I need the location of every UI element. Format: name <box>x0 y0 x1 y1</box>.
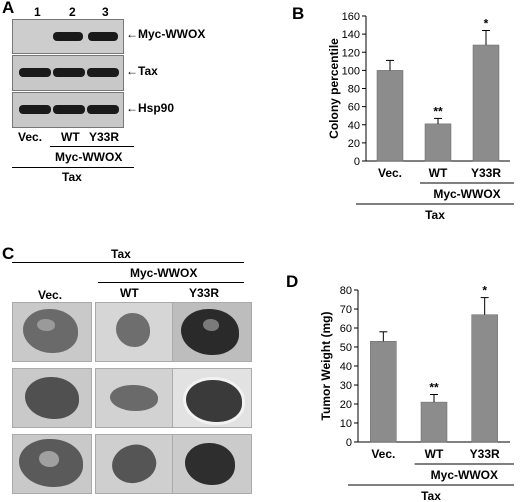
row-label: Hsp90 <box>138 101 175 115</box>
divider <box>12 167 134 168</box>
arrow-icon: ← <box>126 64 138 78</box>
blot-group-vec: Vec. <box>18 130 43 144</box>
blot-band <box>19 68 51 77</box>
y-tick-label: 60 <box>348 102 360 114</box>
tumor-image <box>95 368 175 428</box>
blot-band <box>53 68 85 77</box>
bar-wt <box>424 123 452 162</box>
group-label: Myc-WWOX <box>433 187 500 201</box>
x-tick-label: WT <box>425 447 444 461</box>
y-tick-label: 0 <box>346 437 352 449</box>
panel-label-a: A <box>2 0 15 17</box>
tumor-col-y33r: Y33R <box>189 286 220 300</box>
blot-strip-myc-wwox <box>12 19 124 54</box>
bar-y33r <box>471 314 498 443</box>
bottom-label: Tax <box>425 208 445 222</box>
bar-vec <box>370 341 397 443</box>
tumor-image <box>172 434 252 494</box>
y-tick-label: 120 <box>342 47 360 59</box>
x-tick-label: Y33R <box>471 166 501 180</box>
colony-chart: 0 20 40 60 80 100 120 140 160 Colony percentile Ve… <box>327 11 514 222</box>
tumor-image <box>12 434 92 494</box>
significance-mark: ** <box>433 104 443 118</box>
significance-mark: * <box>484 17 489 31</box>
significance-mark: * <box>482 284 487 298</box>
tumor-image <box>172 368 252 428</box>
lane-number-1: 1 <box>34 5 41 19</box>
blot-band <box>87 68 119 77</box>
tumor-image <box>12 368 92 428</box>
y-tick-label: 20 <box>348 138 360 150</box>
y-tick-label: 10 <box>340 418 352 430</box>
significance-mark: ** <box>429 381 439 395</box>
bar-vec <box>376 70 404 162</box>
blot-group-wt: WT <box>61 130 80 144</box>
y-tick-label: 60 <box>340 323 352 335</box>
blot-band <box>87 105 119 114</box>
divider <box>50 146 134 147</box>
y-axis-label: Tumor Weight (mg) <box>319 312 333 421</box>
bottom-label: Tax <box>421 489 441 502</box>
y-axis-label: Colony percentile <box>327 38 341 139</box>
arrow-icon: ← <box>126 27 138 41</box>
y-tick-label: 50 <box>340 342 352 354</box>
arrow-label-myc-wwox: ←Myc-WWOX <box>126 27 205 41</box>
tumor-image <box>95 302 175 362</box>
lane-number-3: 3 <box>102 5 109 19</box>
blot-group-y33r: Y33R <box>89 130 120 144</box>
blot-band <box>53 105 85 114</box>
y-tick-label: 70 <box>340 304 352 316</box>
tumor-image <box>12 302 92 362</box>
y-tick-label: 20 <box>340 399 352 411</box>
y-tick-label: 30 <box>340 380 352 392</box>
bar-wt <box>420 401 448 443</box>
y-tick-label: 100 <box>342 65 360 77</box>
blot-band <box>19 105 51 114</box>
panel-label-b: B <box>292 4 305 23</box>
x-tick-label: Y33R <box>470 447 500 461</box>
blot-band <box>88 32 118 41</box>
blot-strip-tax <box>12 55 124 91</box>
x-tick-label: Vec. <box>378 166 402 180</box>
tumor-image <box>95 434 175 494</box>
x-tick-label: WT <box>429 166 448 180</box>
y-tick-label: 80 <box>348 84 360 96</box>
panel-label-c: C <box>2 244 15 263</box>
blot-band <box>53 32 83 41</box>
y-tick-label: 160 <box>342 11 360 23</box>
blot-strip-hsp90 <box>12 92 124 128</box>
y-tick-label: 0 <box>354 156 360 168</box>
divider <box>98 282 244 283</box>
x-tick-label: Vec. <box>371 447 395 461</box>
tumor-image <box>172 302 252 362</box>
row-label: Tax <box>138 64 158 78</box>
blot-tax-label: Tax <box>62 170 82 184</box>
lane-number-2: 2 <box>69 5 76 19</box>
tumor-col-vec: Vec. <box>38 288 63 302</box>
tumor-col-wt: WT <box>120 286 139 300</box>
group-label: Myc-WWOX <box>431 468 498 482</box>
y-tick-label: 40 <box>340 361 352 373</box>
panel-label-d: D <box>286 272 299 291</box>
y-tick-label: 80 <box>340 285 352 297</box>
row-label: Myc-WWOX <box>138 27 206 41</box>
tumor-myc-wwox-label: Myc-WWOX <box>130 266 198 280</box>
arrow-label-tax: ←Tax <box>126 64 158 78</box>
y-tick-label: 140 <box>342 29 360 41</box>
tumor-tax-label: Tax <box>111 247 131 261</box>
arrow-label-hsp90: ←Hsp90 <box>126 101 174 115</box>
arrow-icon: ← <box>126 101 138 115</box>
y-tick-label: 40 <box>348 120 360 132</box>
blot-myc-wwox-label: Myc-WWOX <box>55 150 123 164</box>
bar-y33r <box>472 44 500 162</box>
divider <box>12 262 244 263</box>
